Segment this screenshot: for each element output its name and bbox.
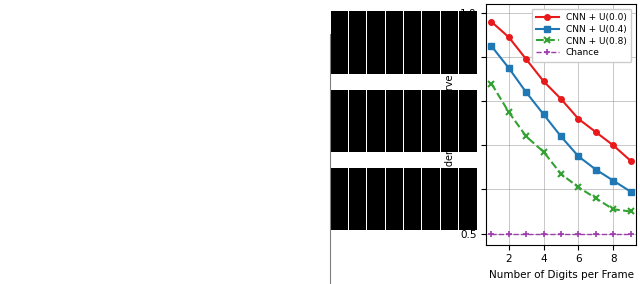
CNN + U(0.0) — [540, 80, 547, 83]
CNN + U(0.4) — [592, 168, 600, 171]
CNN + U(0.8) — [609, 208, 617, 211]
Chance — [557, 232, 565, 235]
CNN + U(0.8) — [540, 150, 547, 154]
FancyBboxPatch shape — [330, 11, 348, 74]
Chance — [488, 232, 495, 235]
FancyBboxPatch shape — [386, 89, 403, 152]
CNN + U(0.0) — [557, 97, 565, 101]
FancyBboxPatch shape — [386, 11, 403, 74]
FancyBboxPatch shape — [441, 11, 458, 74]
X-axis label: Number of Digits per Frame: Number of Digits per Frame — [488, 270, 634, 280]
CNN + U(0.8) — [505, 110, 513, 114]
CNN + U(0.4) — [575, 154, 582, 158]
Line: CNN + U(0.4): CNN + U(0.4) — [489, 43, 634, 195]
FancyBboxPatch shape — [404, 89, 422, 152]
Chance — [522, 232, 530, 235]
CNN + U(0.8) — [557, 172, 565, 176]
FancyBboxPatch shape — [349, 89, 366, 152]
CNN + U(0.0) — [592, 130, 600, 134]
FancyBboxPatch shape — [367, 89, 385, 152]
CNN + U(0.4) — [557, 135, 565, 138]
CNN + U(0.8) — [522, 135, 530, 138]
Chance — [540, 232, 547, 235]
CNN + U(0.4) — [627, 190, 634, 193]
FancyBboxPatch shape — [422, 89, 440, 152]
FancyBboxPatch shape — [422, 168, 440, 230]
FancyBboxPatch shape — [367, 11, 385, 74]
FancyBboxPatch shape — [349, 168, 366, 230]
CNN + U(0.0) — [627, 159, 634, 162]
FancyBboxPatch shape — [367, 168, 385, 230]
CNN + U(0.8) — [575, 185, 582, 189]
CNN + U(0.0) — [609, 144, 617, 147]
FancyBboxPatch shape — [404, 11, 422, 74]
FancyBboxPatch shape — [441, 89, 458, 152]
Chance — [609, 232, 617, 235]
Line: Chance: Chance — [488, 230, 634, 237]
CNN + U(0.0) — [505, 36, 513, 39]
Chance — [627, 232, 634, 235]
CNN + U(0.4) — [609, 179, 617, 182]
CNN + U(0.8) — [627, 210, 634, 213]
FancyBboxPatch shape — [386, 168, 403, 230]
Legend: CNN + U(0.0), CNN + U(0.4), CNN + U(0.8), Chance: CNN + U(0.0), CNN + U(0.4), CNN + U(0.8)… — [532, 9, 631, 62]
CNN + U(0.4) — [540, 113, 547, 116]
CNN + U(0.4) — [505, 66, 513, 70]
CNN + U(0.0) — [488, 20, 495, 24]
FancyBboxPatch shape — [330, 89, 348, 152]
FancyBboxPatch shape — [349, 11, 366, 74]
FancyBboxPatch shape — [330, 168, 348, 230]
FancyBboxPatch shape — [422, 11, 440, 74]
FancyBboxPatch shape — [459, 89, 477, 152]
Chance — [575, 232, 582, 235]
FancyBboxPatch shape — [441, 168, 458, 230]
CNN + U(0.0) — [522, 58, 530, 61]
CNN + U(0.8) — [488, 82, 495, 85]
Chance — [592, 232, 600, 235]
FancyBboxPatch shape — [459, 168, 477, 230]
Line: CNN + U(0.0): CNN + U(0.0) — [489, 19, 634, 164]
Y-axis label: Area Under the ROC Curve (AUC): Area Under the ROC Curve (AUC) — [444, 43, 454, 205]
CNN + U(0.8) — [592, 197, 600, 200]
FancyBboxPatch shape — [404, 168, 422, 230]
Line: CNN + U(0.8): CNN + U(0.8) — [488, 80, 634, 215]
CNN + U(0.4) — [522, 91, 530, 94]
Chance — [505, 232, 513, 235]
CNN + U(0.0) — [575, 117, 582, 120]
CNN + U(0.4) — [488, 44, 495, 48]
FancyBboxPatch shape — [459, 11, 477, 74]
